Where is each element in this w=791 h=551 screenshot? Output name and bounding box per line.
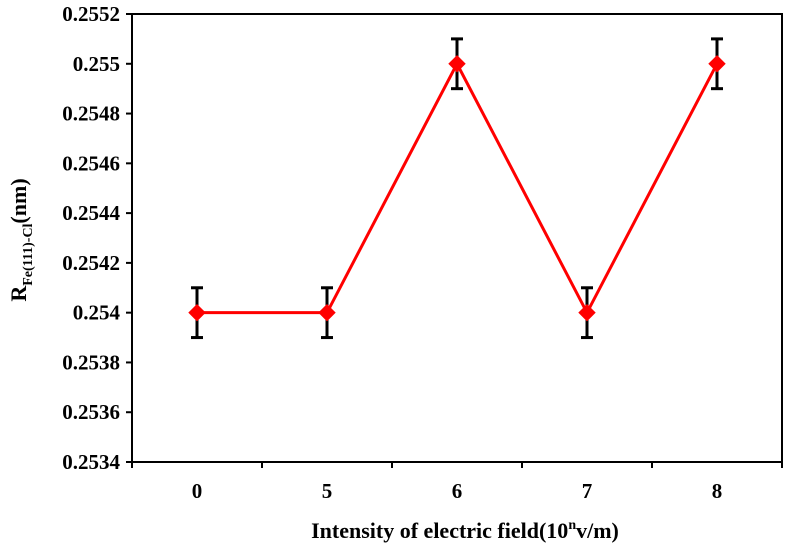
error-bars bbox=[191, 37, 723, 340]
y-tick-label: 0.2542 bbox=[62, 251, 120, 275]
data-point bbox=[188, 303, 206, 322]
y-axis: 0.2534 0.2536 0.2538 0.254 0.2542 0.2544 0.254… bbox=[62, 2, 132, 474]
data-point bbox=[708, 55, 726, 73]
x-tick-label: 0 bbox=[192, 479, 203, 503]
y-tick-label: 0.2552 bbox=[62, 2, 120, 26]
y-tick-label: 0.2548 bbox=[62, 102, 120, 126]
x-tick-label: 6 bbox=[452, 479, 463, 503]
y-tick-label: 0.2536 bbox=[62, 400, 120, 424]
y-tick-label: 0.2538 bbox=[62, 350, 120, 374]
y-axis-title: RFe(111)-Cl(nm) bbox=[6, 178, 36, 301]
data-point bbox=[578, 303, 596, 322]
plot-frame bbox=[131, 13, 783, 463]
y-tick-label: 0.255 bbox=[73, 52, 120, 76]
data-point bbox=[448, 55, 466, 73]
x-tick-label: 7 bbox=[582, 479, 593, 503]
y-tick-label: 0.2534 bbox=[62, 450, 120, 474]
series-line bbox=[197, 60, 719, 316]
plot-border bbox=[131, 13, 783, 463]
y-tick-label: 0.254 bbox=[73, 301, 121, 325]
data-point bbox=[318, 303, 336, 322]
y-tick-label: 0.2544 bbox=[62, 201, 120, 225]
x-tick-label: 5 bbox=[322, 479, 333, 503]
y-tick-label: 0.2546 bbox=[62, 151, 120, 175]
series-path bbox=[197, 60, 719, 316]
x-tick-label: 8 bbox=[712, 479, 723, 503]
x-axis: 0 5 6 7 8 bbox=[131, 462, 783, 503]
x-axis-title: Intensity of electric field(10nv/m) bbox=[311, 518, 619, 543]
series-markers bbox=[188, 55, 726, 322]
